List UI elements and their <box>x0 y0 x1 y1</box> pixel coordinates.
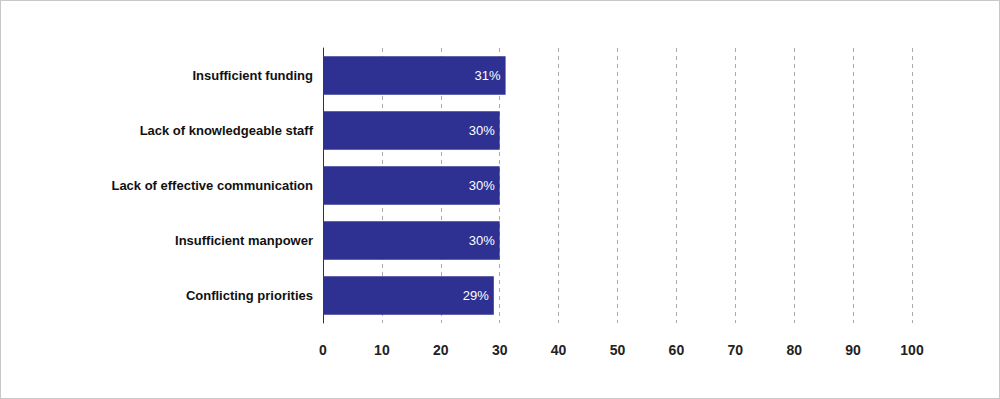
svg-text:Lack of knowledgeable staff: Lack of knowledgeable staff <box>140 123 314 138</box>
svg-text:60: 60 <box>669 342 685 358</box>
svg-text:Insufficient manpower: Insufficient manpower <box>175 233 313 248</box>
svg-text:80: 80 <box>786 342 802 358</box>
svg-text:10: 10 <box>374 342 390 358</box>
svg-text:29%: 29% <box>463 288 489 303</box>
svg-text:0: 0 <box>319 342 327 358</box>
svg-text:Lack of effective communicatio: Lack of effective communication <box>111 178 313 193</box>
svg-text:20: 20 <box>433 342 449 358</box>
svg-text:50: 50 <box>610 342 626 358</box>
svg-text:70: 70 <box>728 342 744 358</box>
svg-text:30%: 30% <box>469 178 495 193</box>
svg-text:30: 30 <box>492 342 508 358</box>
svg-text:30%: 30% <box>469 233 495 248</box>
svg-text:31%: 31% <box>475 68 501 83</box>
svg-text:Insufficient funding: Insufficient funding <box>192 68 313 83</box>
svg-text:40: 40 <box>551 342 567 358</box>
svg-text:Conflicting priorities: Conflicting priorities <box>186 288 313 303</box>
svg-text:90: 90 <box>845 342 861 358</box>
svg-text:30%: 30% <box>469 123 495 138</box>
svg-text:100: 100 <box>900 342 924 358</box>
